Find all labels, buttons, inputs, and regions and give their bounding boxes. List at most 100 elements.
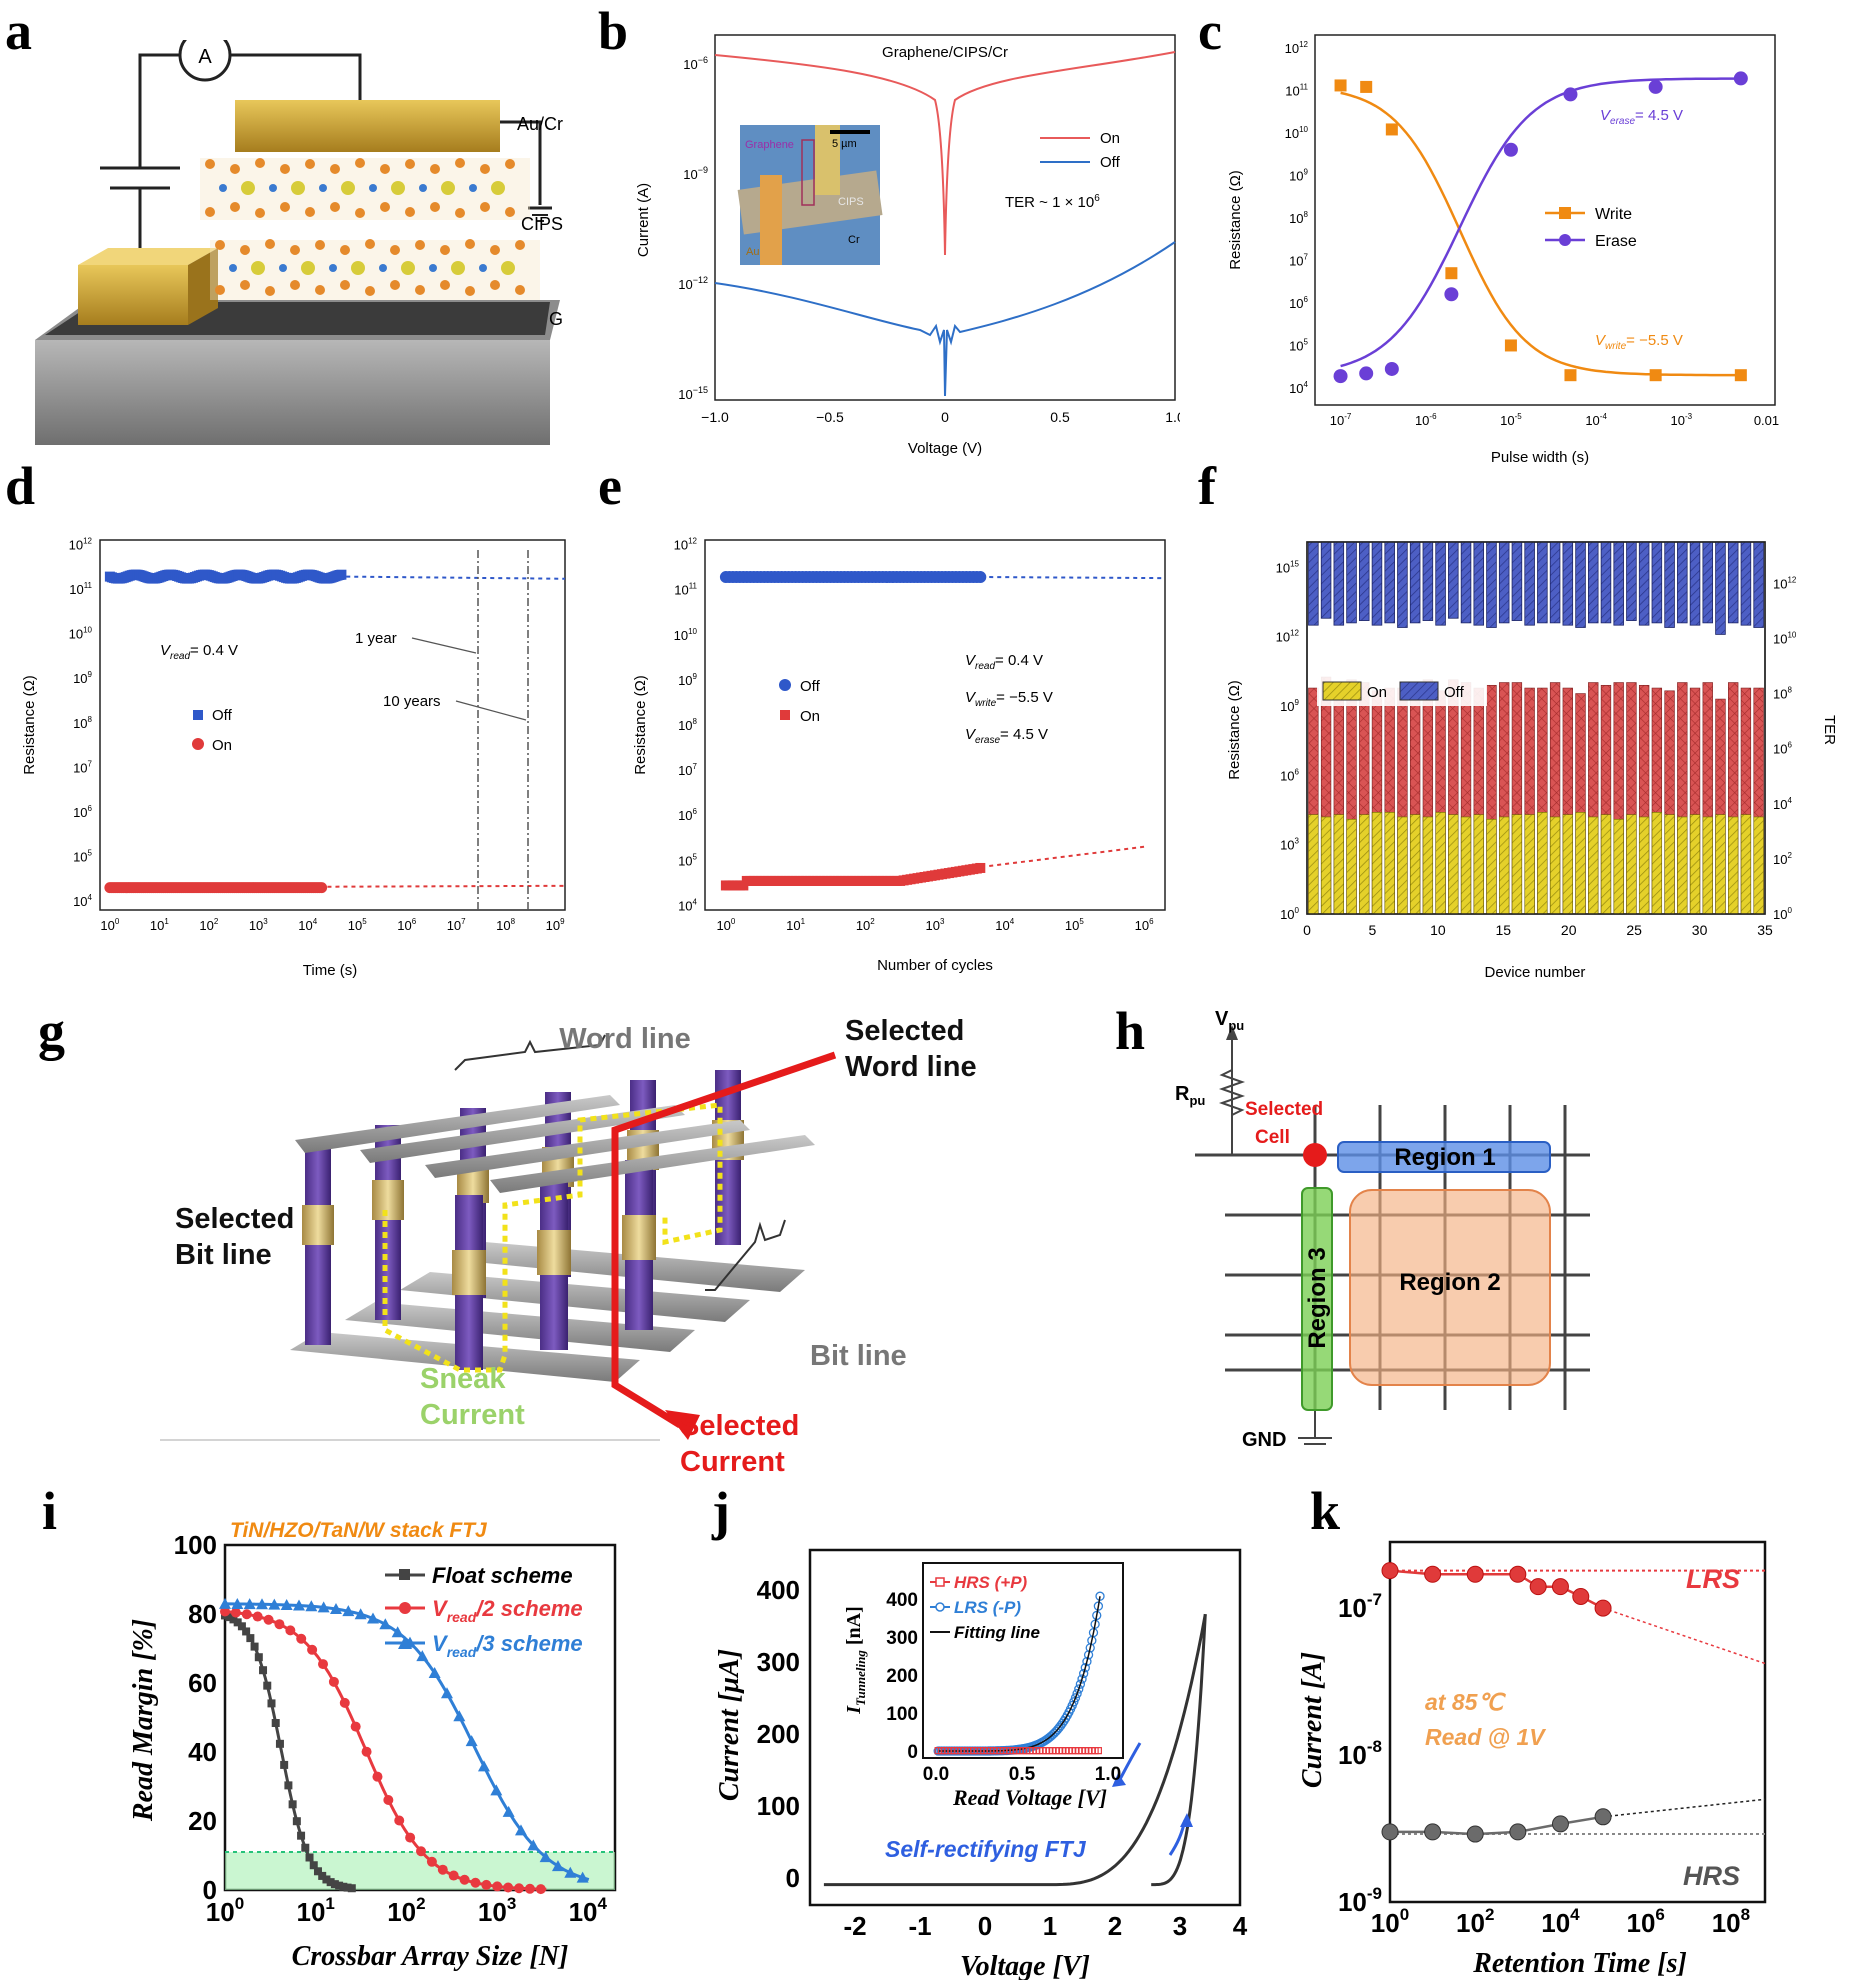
panel-k-xtick: 102 bbox=[1456, 1905, 1494, 1938]
panel-i-point-v3 bbox=[391, 1626, 404, 1638]
inset-xtick: 0.0 bbox=[923, 1764, 949, 1785]
panel-i-point-v2 bbox=[514, 1883, 525, 1894]
panel-b-xtick: 0 bbox=[941, 409, 949, 425]
panel-f-bar-off bbox=[1498, 541, 1510, 624]
panel-k-retention-chart: 10-910-810-7 100 102 104 106 108 Retention T… bbox=[1297, 1540, 1767, 1979]
panel-e-xtick: 103 bbox=[926, 917, 945, 933]
panel-f-bar-on bbox=[1511, 814, 1523, 915]
panel-d-ytick: 107 bbox=[73, 759, 92, 775]
inset-label-cr: Cr bbox=[848, 234, 860, 246]
panel-i-legend-v3: Vread/3 scheme bbox=[432, 1631, 583, 1660]
panel-j-xtick: -1 bbox=[908, 1911, 931, 1941]
panel-f-bar-off bbox=[1587, 541, 1599, 624]
panel-k-xtick: 106 bbox=[1626, 1905, 1664, 1938]
panel-e-xtick: 102 bbox=[856, 917, 875, 933]
panel-f-bar-on bbox=[1486, 818, 1497, 915]
panel-i-point-float bbox=[237, 1622, 246, 1631]
panel-j-inset: 0 100 200 300 400 0.0 0.5 1.0 Read Volta… bbox=[843, 1562, 1124, 1810]
panel-i-point-v3 bbox=[490, 1784, 503, 1796]
panel-k-xtick: 108 bbox=[1712, 1905, 1750, 1938]
panel-c-ytick: 1012 bbox=[1285, 40, 1309, 56]
panel-c-point-erase bbox=[1333, 369, 1348, 384]
panel-f-bar-off bbox=[1346, 541, 1357, 624]
label-selected-word-line-1: Selected bbox=[845, 1015, 964, 1047]
panel-i-point-v3 bbox=[329, 1602, 342, 1614]
panel-f-bar-on bbox=[1320, 816, 1332, 915]
layer-label-g: G bbox=[549, 309, 563, 329]
region-3-box bbox=[1301, 1187, 1333, 1411]
panel-c-ytick: 107 bbox=[1289, 252, 1308, 268]
panel-f-ytick-right: 100 bbox=[1773, 906, 1792, 922]
panel-c-ytick: 1010 bbox=[1285, 125, 1309, 141]
panel-f-bar-off bbox=[1486, 541, 1497, 628]
panel-b-xtick: −0.5 bbox=[816, 409, 844, 425]
panel-i-point-float bbox=[254, 1653, 263, 1662]
panel-k-extrap-lrs bbox=[1602, 1607, 1766, 1665]
inset-label-au: Au bbox=[746, 246, 759, 258]
panel-e-ytick: 105 bbox=[678, 852, 697, 868]
panel-c-ylabel: Resistance (Ω) bbox=[1227, 170, 1244, 270]
panel-d-xtick: 104 bbox=[298, 917, 317, 933]
panel-i-point-v2 bbox=[416, 1846, 427, 1857]
panel-i-point-v2 bbox=[252, 1611, 263, 1622]
panel-k-point-lrs bbox=[1572, 1587, 1590, 1605]
panel-k-cond-read: Read @ 1V bbox=[1425, 1724, 1546, 1750]
panel-b-ytick: 10−6 bbox=[683, 55, 708, 72]
panel-i-point-v3 bbox=[539, 1851, 552, 1863]
panel-c-point-write bbox=[1385, 123, 1398, 136]
panel-f-ylabel-right: TER bbox=[1821, 715, 1838, 745]
panel-k-point-lrs bbox=[1381, 1562, 1399, 1580]
panel-j-xtick: 3 bbox=[1173, 1911, 1187, 1941]
panel-c-point-write bbox=[1734, 369, 1747, 382]
panel-i-point-v2 bbox=[394, 1815, 405, 1826]
inset-point-lrs bbox=[1075, 1679, 1086, 1689]
panel-j-xtick: 2 bbox=[1108, 1911, 1122, 1941]
panel-i-point-v3 bbox=[317, 1601, 330, 1613]
panel-d-ytick: 106 bbox=[73, 804, 92, 820]
panel-i-point-v2 bbox=[274, 1619, 285, 1630]
panel-k-point-hrs bbox=[1424, 1823, 1442, 1841]
panel-j-xtick: 0 bbox=[978, 1911, 992, 1941]
selected-cell-dot bbox=[1303, 1143, 1327, 1167]
panel-d-ytick: 1011 bbox=[69, 581, 92, 597]
panel-i-point-float bbox=[280, 1760, 289, 1769]
panel-b-iv-chart: Graphene/CIPS/Cr 10−6 10−9 10−12 10−15 −… bbox=[635, 34, 1180, 457]
region-3-label: Region 3 bbox=[1304, 1247, 1331, 1348]
panel-f-bar-on bbox=[1371, 812, 1383, 915]
panel-f-bar-off bbox=[1702, 541, 1714, 624]
label-selected-current-1: Selected bbox=[680, 1410, 799, 1442]
panel-i-point-float bbox=[313, 1867, 322, 1876]
panel-e-xtick: 100 bbox=[716, 917, 735, 933]
panel-k-label-hrs: HRS bbox=[1683, 1861, 1740, 1891]
panel-i-read-margin-chart: TiN/HZO/TaN/W stack FTJ 0 20 40 60 80 100 100… bbox=[128, 1519, 617, 1972]
panel-i-point-v3 bbox=[292, 1599, 305, 1611]
panel-c-xtick: 0.01 bbox=[1754, 413, 1779, 428]
inset-label-scale: 5 µm bbox=[832, 138, 857, 150]
panel-d-xtick: 105 bbox=[348, 917, 367, 933]
panel-d-xtick: 109 bbox=[546, 917, 565, 933]
panel-f-ytick: 106 bbox=[1280, 767, 1299, 783]
panel-c-xtick: 10-4 bbox=[1585, 412, 1607, 428]
selected-cell-label-1: Selected bbox=[1245, 1099, 1323, 1120]
panel-i-point-float bbox=[267, 1699, 276, 1708]
panel-d-xtick: 101 bbox=[150, 917, 169, 933]
panel-f-bar-off bbox=[1409, 541, 1421, 624]
panel-f-bar-on bbox=[1562, 814, 1573, 915]
panel-f-bar-on bbox=[1473, 814, 1484, 915]
panel-k-point-hrs bbox=[1594, 1808, 1612, 1826]
gnd-label: GND bbox=[1242, 1429, 1286, 1451]
panel-i-point-v3 bbox=[416, 1650, 429, 1662]
panel-e-ytick: 1012 bbox=[674, 537, 698, 553]
panel-i-point-v3 bbox=[342, 1605, 355, 1617]
panel-i-point-v2 bbox=[339, 1697, 350, 1708]
panel-c-point-erase bbox=[1444, 287, 1459, 302]
panel-f-bar-on bbox=[1384, 812, 1395, 915]
panel-c-ytick: 105 bbox=[1289, 337, 1308, 353]
panel-g-crossbar-schematic: Word line Selected Word line Selected Bi… bbox=[160, 1015, 977, 1478]
panel-e-ytick: 1011 bbox=[674, 582, 697, 598]
panel-e-ylabel: Resistance (Ω) bbox=[632, 675, 649, 775]
panel-e-xtick: 101 bbox=[786, 917, 805, 933]
panel-e-ytick: 104 bbox=[678, 897, 697, 913]
panel-e-xtick: 104 bbox=[995, 917, 1014, 933]
inset-legend-hrs: HRS (+P) bbox=[954, 1573, 1028, 1592]
